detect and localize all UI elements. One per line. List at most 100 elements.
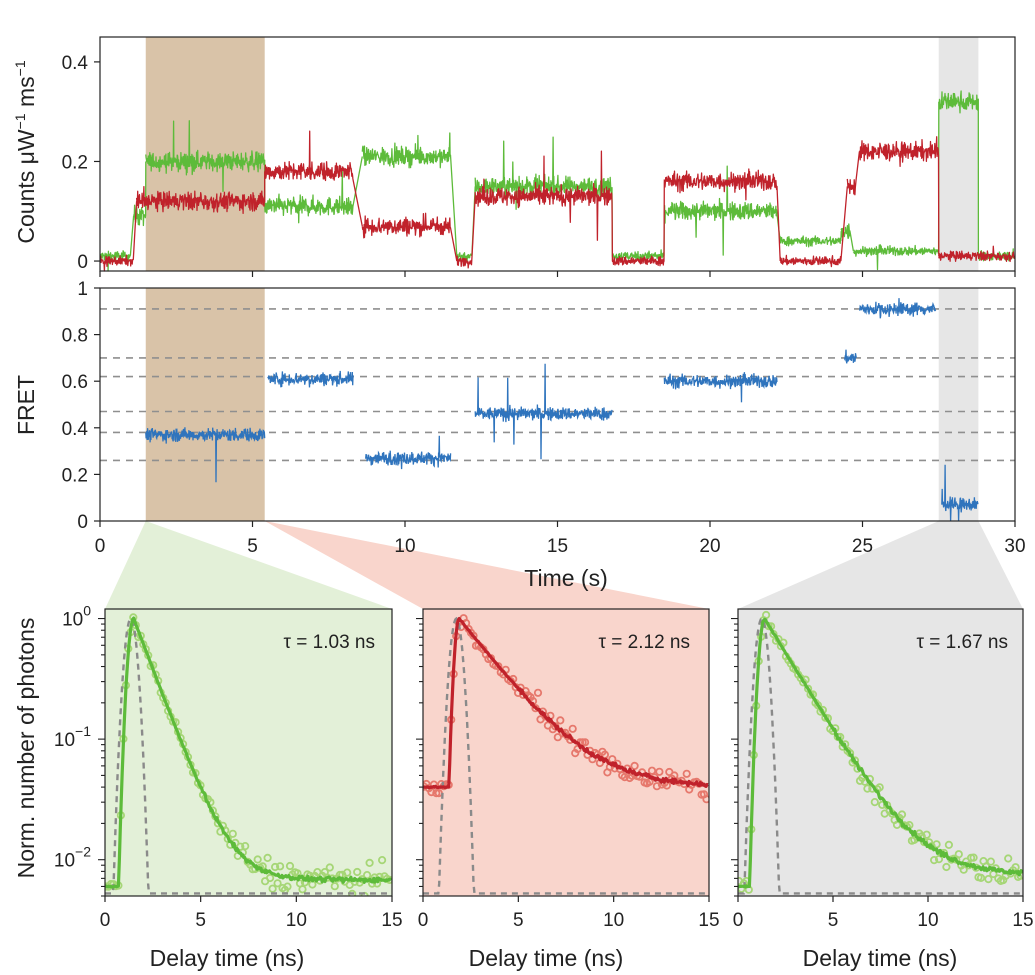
fret-frame: [99, 287, 1016, 522]
decay-2-xtick-label: 5: [513, 910, 524, 931]
decay-1-irf-curve: [105, 616, 391, 895]
decay-1-data-point: [285, 861, 295, 871]
decay-1-data-point: [283, 882, 292, 891]
decay-3-fit-curve: [738, 617, 1023, 889]
fret-segment-3: [364, 435, 452, 470]
decay-3-data-point: [761, 610, 771, 620]
fret-series-fret-efficiency: [145, 298, 979, 522]
decay-1-fit-curve: [105, 616, 392, 889]
fret-xtick-label: 20: [699, 536, 720, 557]
decay-1-data-point: [263, 853, 272, 863]
decay-1-ytick-label: 10−1: [54, 723, 91, 751]
decay-2-data-point: [647, 766, 657, 775]
decay-3-background: [738, 609, 1023, 896]
decay-2-data-point: [655, 767, 664, 776]
fret-ytick-label: 0.4: [62, 419, 89, 440]
decay-2-data-point: [702, 795, 709, 804]
decay-2-fit-curve: [423, 616, 709, 790]
decay-panel-3: 0 5 10 15 τ = 1.67 ns Delay time (ns): [731, 608, 1034, 971]
connector-gray: [738, 521, 1023, 609]
fret-segment-7: [859, 298, 937, 319]
fret-panel: 00.20.40.60.810 5 10 15 20 25 30 FRET Time (s): [13, 279, 1026, 591]
decay-panel-1: 0 5 10 15 100 10−1 10−2 τ = 1.03 ns Delay time…: [13, 603, 403, 971]
decay-3-xtick-label: 15: [1012, 910, 1033, 931]
decay-3-xtick-label: 0: [733, 910, 744, 931]
decay-2-data-point: [630, 761, 639, 771]
decay-1-data-point: [353, 867, 362, 877]
decay-1-xtick-label: 15: [381, 910, 402, 931]
decay-2-xlabel: Delay time (ns): [469, 945, 624, 971]
fret-xtick-label: 0: [95, 536, 106, 557]
decay-3-data-point: [959, 865, 968, 874]
decay-ylabel: Norm. number of photons: [13, 618, 39, 879]
fret-ytick-label: 0.6: [62, 372, 88, 393]
counts-shaded-region-1: [145, 37, 265, 271]
decay-1-data-point: [270, 862, 280, 872]
decay-3-data-point: [976, 873, 986, 883]
decay-2-irf-curve: [423, 616, 708, 895]
fret-xtick-label: 15: [547, 536, 568, 557]
fret-xtick-label: 30: [1004, 536, 1025, 557]
decay-1-xlabel: Delay time (ns): [150, 945, 305, 971]
decay-3-data-point: [875, 783, 884, 792]
decay-1-xtick-label: 5: [195, 910, 206, 931]
decay-2-annotation: τ = 2.12 ns: [599, 632, 690, 653]
decay-1-data-point: [377, 855, 387, 865]
counts-trace-line-2: [99, 130, 1016, 272]
decay-3-data-point: [944, 840, 954, 850]
decay-1-data-point: [228, 829, 237, 838]
decay-1-ytick-label: 100: [62, 603, 91, 631]
fret-segment-1: [145, 427, 266, 483]
decay-1-data-point: [241, 841, 250, 851]
decay-3-data-points: [738, 610, 1023, 894]
decay-1-data-point: [253, 855, 262, 864]
decay-2-data-point: [553, 733, 562, 742]
decay-3-data-point: [954, 850, 963, 859]
fret-ytick-label: 0.8: [62, 326, 88, 347]
decay-2-xtick-label: 10: [603, 910, 624, 931]
counts-ytick-label: 0.2: [62, 152, 88, 173]
decay-3-data-point: [969, 853, 978, 862]
fret-segment-8: [941, 464, 979, 522]
decay-2-xtick-label: 15: [698, 910, 719, 931]
decay-2-background: [423, 609, 709, 896]
decay-3-data-point: [863, 784, 872, 793]
fret-xtick-label: 5: [247, 536, 258, 557]
decay-2-data-point: [580, 738, 590, 747]
decay-2-data-point: [469, 631, 478, 640]
decay-2-data-point: [682, 769, 691, 778]
decay-3-xtick-label: 10: [917, 910, 938, 931]
decay-1-data-point: [343, 868, 352, 877]
decay-1-data-point: [325, 863, 334, 872]
fret-ytick-label: 1: [77, 279, 88, 300]
decay-3-frame: [737, 608, 1024, 897]
decay-1-xtick-label: 0: [100, 910, 111, 931]
fret-xtick-label: 10: [394, 536, 415, 557]
decay-2-data-point: [568, 724, 577, 733]
decay-2-data-point: [620, 772, 629, 782]
decay-1-data-point: [268, 884, 277, 893]
decay-1-data-point: [365, 858, 374, 868]
decay-1-ytick-label: 10−2: [54, 844, 91, 872]
connector-green: [105, 521, 392, 609]
decay-3-data-point: [870, 797, 879, 807]
fret-segment-4: [474, 363, 613, 460]
decay-1-xtick-label: 10: [286, 910, 307, 931]
decay-3-data-point: [984, 874, 993, 884]
zoom-connectors: [105, 521, 1023, 609]
fret-ytick-label: 0.2: [62, 465, 88, 486]
decay-3-xtick-label: 5: [828, 910, 839, 931]
decay-1-annotation: τ = 1.03 ns: [284, 632, 375, 653]
fret-segment-5: [663, 372, 778, 403]
counts-ytick-label: 0: [77, 252, 88, 273]
counts-series-acceptor: [99, 130, 1016, 272]
decay-3-data-point: [922, 830, 931, 839]
decay-panel-2: 0 5 10 15 τ = 2.12 ns Delay time (ns): [416, 608, 720, 971]
fret-ylabel: FRET: [13, 375, 39, 435]
decay-3-annotation: τ = 1.67 ns: [917, 632, 1008, 653]
fret-shaded-region-1: [145, 288, 265, 521]
decay-1-data-point: [273, 879, 282, 888]
counts-shaded-region-2: [938, 37, 979, 271]
decay-3-xlabel: Delay time (ns): [803, 945, 958, 971]
